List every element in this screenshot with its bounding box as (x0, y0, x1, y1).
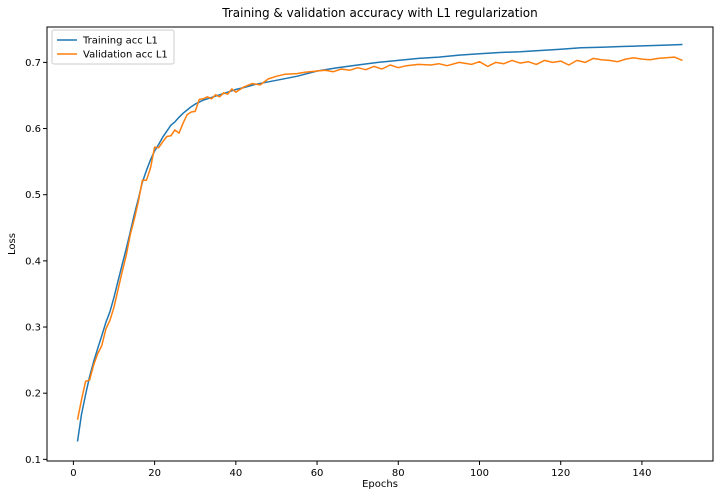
legend: Training acc L1 Validation acc L1 (51, 29, 175, 65)
x-axis-title: Epochs (362, 479, 398, 490)
legend-frame (51, 29, 175, 65)
y-tick-label: 0.1 (25, 455, 41, 466)
y-tick-label: 0.6 (25, 124, 41, 135)
chart-title: Training & validation accuracy with L1 r… (221, 6, 537, 20)
x-tick-label: 40 (229, 468, 242, 479)
plot-area: 0 20 40 60 80 100 120 140 0.1 0.2 0.3 0.4 0.5 0.6 0.7 (25, 26, 714, 479)
x-tick-label: 120 (551, 468, 570, 479)
legend-label-1: Training acc L1 (82, 36, 158, 47)
series-line-1 (76, 43, 683, 442)
series-line-2 (76, 56, 683, 420)
x-tick-label: 0 (70, 468, 76, 479)
x-tick-label: 60 (311, 468, 324, 479)
y-axis-title: Loss (7, 233, 18, 255)
y-tick-label: 0.4 (25, 256, 41, 267)
x-axis-ticks: 0 20 40 60 80 100 120 140 (70, 461, 651, 479)
y-axis-ticks: 0.1 0.2 0.3 0.4 0.5 0.6 0.7 (25, 58, 47, 466)
y-tick-label: 0.7 (25, 58, 41, 69)
x-tick-label: 140 (632, 468, 651, 479)
y-tick-label: 0.5 (25, 190, 41, 201)
plot-frame (46, 26, 714, 462)
y-tick-label: 0.2 (25, 389, 41, 400)
x-tick-label: 100 (470, 468, 489, 479)
x-tick-label: 20 (148, 468, 161, 479)
x-tick-label: 80 (392, 468, 405, 479)
y-tick-label: 0.3 (25, 323, 41, 334)
legend-label-2: Validation acc L1 (83, 50, 168, 61)
series-group (76, 43, 683, 442)
